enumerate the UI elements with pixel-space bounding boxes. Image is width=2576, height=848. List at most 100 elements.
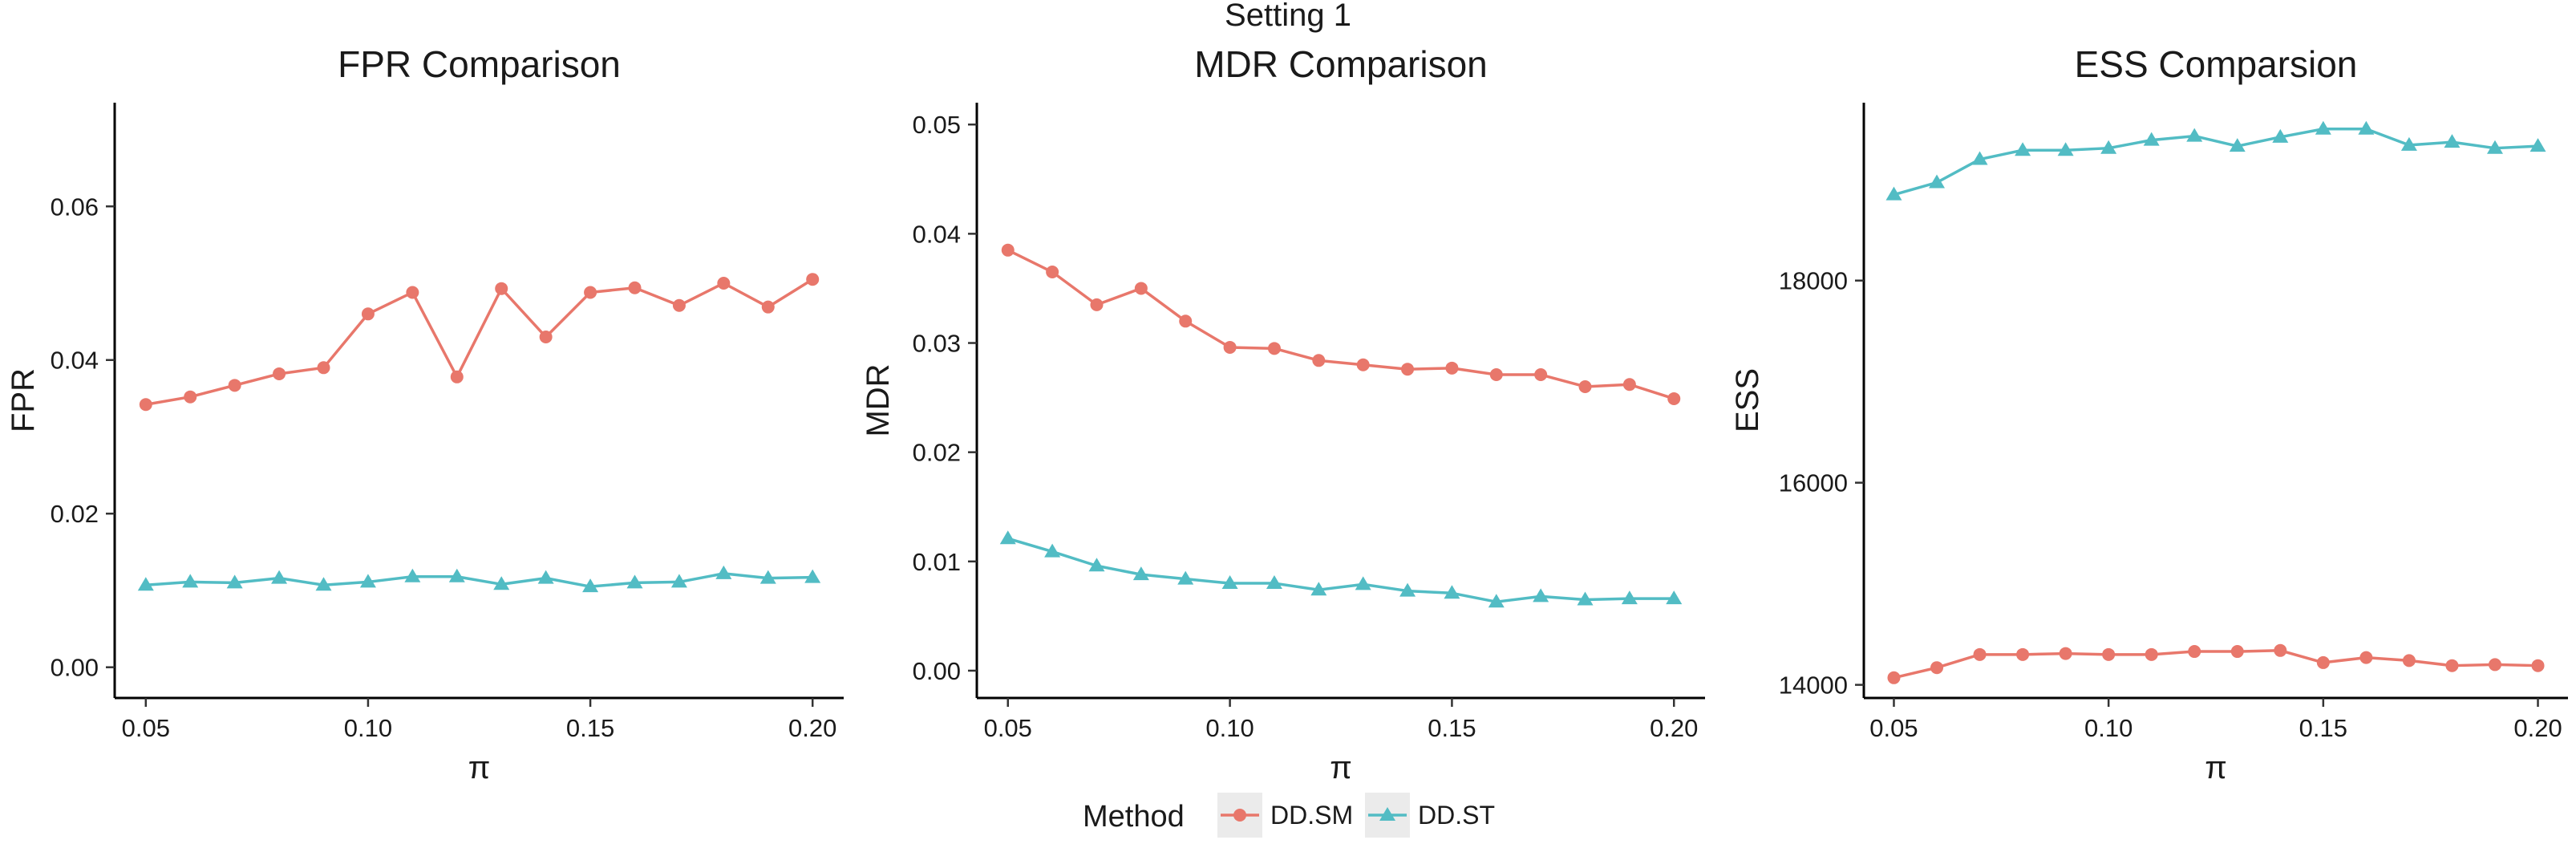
data-point [450,370,464,383]
data-point [1310,582,1327,596]
panel-2: MDR Comparison 0.05 0.10 0.15 0.20 0.00 0.01 0.… [861,43,1705,785]
data-point [404,568,421,582]
data-point [1132,566,1149,581]
legend-marker-dd-sm [1233,809,1246,822]
y-tick-label: 0.05 [913,111,961,139]
x-tick-label: 0.15 [1428,714,1476,742]
y-tick-label: 0.01 [913,548,961,576]
series-line [1894,128,2538,197]
data-point [1355,576,1371,590]
panel-3: ESS Comparsion 0.05 0.10 0.15 0.20 14000 16000… [1730,43,2568,785]
data-point [361,307,375,321]
data-point [626,574,643,589]
data-point [317,361,330,375]
panel-title: ESS Comparsion [2075,43,2358,85]
legend-label-dd-sm: DD.SM [1270,801,1353,830]
data-point [1622,378,1636,392]
data-point [1088,558,1105,572]
series-line [1007,249,1675,400]
data-point [2230,645,2244,659]
series-dd-st [999,530,1683,608]
series-line [145,572,813,588]
series-dd-st [1885,120,2546,201]
series-dd-sm [1887,643,2545,684]
y-tick-label: 0.03 [913,330,961,358]
data-point [1090,298,1104,311]
data-point [670,574,687,588]
data-point [2316,655,2330,669]
y-tick-label: 0.00 [913,657,961,685]
data-point [806,273,820,286]
y-axis-label: ESS [1730,368,1765,432]
series-line [145,278,814,406]
data-point [2145,647,2158,661]
data-point [226,574,243,589]
data-point [1356,358,1370,371]
y-tick-label: 0.02 [913,439,961,467]
data-point [1044,543,1061,558]
data-point [1666,590,1683,605]
data-point [1929,174,1946,189]
data-point [2100,140,2117,154]
data-point [1971,151,1988,165]
data-point [1533,588,1549,603]
data-point [715,565,732,579]
data-point [271,570,288,584]
x-tick-label: 0.05 [1869,714,1918,742]
data-point [139,398,152,412]
data-point [1444,585,1460,599]
data-point [1223,340,1237,354]
data-point [2531,659,2545,672]
panel-title: FPR Comparison [338,43,621,85]
data-point [1887,671,1901,684]
data-point [315,577,332,591]
data-point [1134,282,1148,295]
data-point [761,300,775,314]
data-point [1312,354,1326,367]
data-point [584,286,597,299]
x-tick-label: 0.10 [1205,714,1254,742]
data-point [2359,651,2373,664]
data-point [1001,243,1015,257]
data-point [2057,142,2074,156]
data-point [1534,368,1548,382]
legend-title: Method [1083,800,1185,834]
data-point [359,574,376,588]
data-point [1930,661,1944,675]
data-point [2188,645,2201,659]
x-axis-label: π [468,750,491,785]
data-point [1578,379,1592,393]
data-point [2102,647,2116,661]
series-dd-sm [1001,243,1681,405]
data-point [2186,128,2203,142]
data-point [759,570,776,584]
data-point [539,331,553,344]
data-point [628,281,642,294]
data-point [999,530,1016,545]
data-point [1577,591,1594,606]
data-point [2059,647,2072,660]
data-point [2315,120,2331,135]
data-point [1179,314,1193,328]
x-tick-label: 0.20 [2513,714,2562,742]
y-tick-label: 0.04 [913,220,961,248]
data-point [2274,643,2287,657]
series-line [1894,649,2538,680]
data-point [493,576,510,590]
data-point [184,390,197,404]
data-point [1445,361,1459,375]
data-point [2358,120,2375,135]
data-point [2445,659,2459,672]
legend: Method DD.SM DD.ST [1083,793,1495,838]
data-point [2486,140,2503,154]
data-point [2015,142,2031,156]
data-point [1046,266,1059,279]
data-point [1399,582,1416,597]
y-axis-label: FPR [6,368,41,432]
y-tick-label: 18000 [1779,267,1848,295]
y-tick-label: 0.06 [51,193,99,221]
data-point [406,286,419,299]
data-point [182,574,199,588]
y-axis-label: MDR [861,363,896,436]
data-point [717,276,731,290]
